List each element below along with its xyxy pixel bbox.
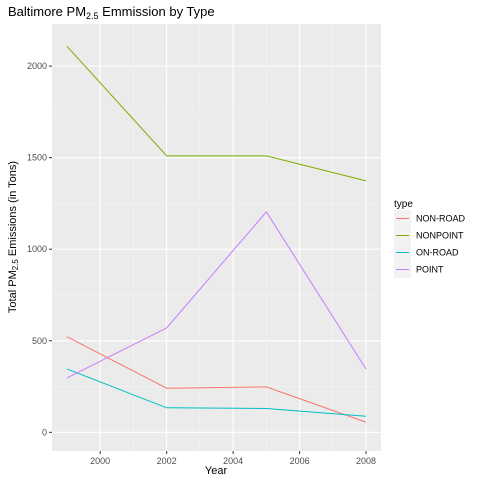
panel-background (52, 24, 381, 451)
x-axis-title: Year (205, 465, 228, 477)
legend: type NON-ROAD NONPOINT ON-ROAD POINT (394, 199, 465, 278)
grid-major (52, 24, 381, 451)
y-tick-label: 0 (42, 427, 47, 437)
series-lines (66, 46, 367, 423)
x-tick-label: 2006 (290, 456, 310, 466)
chart-title-tail: Emmission by Type (99, 4, 215, 19)
y-tick-label: 500 (32, 336, 47, 346)
legend-item-point: POINT (394, 261, 444, 278)
series-line-non-road (66, 336, 367, 423)
series-line-on-road (66, 368, 367, 417)
series-line-point (66, 211, 367, 379)
x-tick-label: 2000 (90, 456, 110, 466)
legend-label: ON-ROAD (416, 248, 459, 258)
chart-title-subscript: 2.5 (86, 11, 99, 21)
x-tick-label: 2002 (157, 456, 177, 466)
legend-title: type (394, 199, 413, 210)
x-axis: 2000 2002 2004 2006 2008 (90, 451, 376, 466)
x-tick-label: 2004 (223, 456, 243, 466)
y-tick-label: 1500 (27, 153, 47, 163)
legend-items: NON-ROAD NONPOINT ON-ROAD POINT (394, 210, 465, 278)
y-axis-title-main: Total PM (7, 270, 19, 313)
y-axis-title-tail: Emissions (in Tons) (7, 161, 19, 259)
y-axis-title-subscript: 2.5 (11, 259, 20, 271)
grid-minor (52, 24, 381, 451)
legend-item-nonpoint: NONPOINT (394, 227, 464, 244)
legend-item-on-road: ON-ROAD (394, 244, 459, 261)
x-tick-label: 2008 (356, 456, 376, 466)
chart-title: Baltimore PM2.5 Emmission by Type (8, 4, 215, 21)
y-tick-label: 2000 (27, 61, 47, 71)
chart-title-main: Baltimore PM (8, 4, 86, 19)
legend-item-non-road: NON-ROAD (394, 210, 465, 227)
legend-label: POINT (416, 265, 444, 275)
y-tick-label: 1000 (27, 244, 47, 254)
series-line-nonpoint (66, 46, 367, 182)
y-axis-title: Total PM2.5 Emissions (in Tons) (7, 161, 20, 313)
y-axis: 0 500 1000 1500 2000 (27, 61, 52, 437)
legend-label: NONPOINT (416, 231, 464, 241)
legend-label: NON-ROAD (416, 214, 465, 224)
